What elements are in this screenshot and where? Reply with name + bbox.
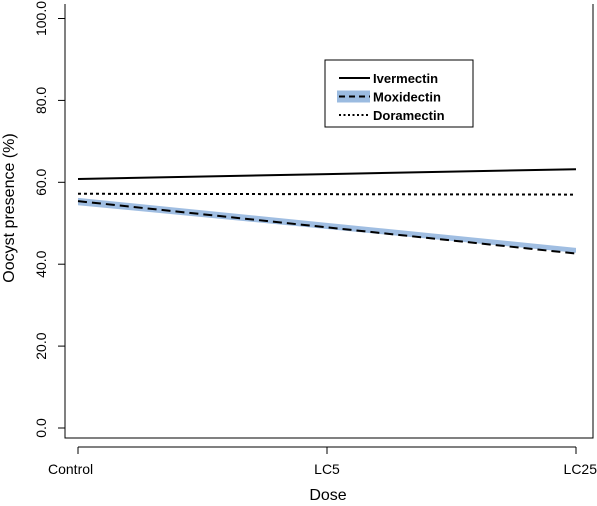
- series-line-ivermectin: [77, 168, 577, 181]
- plot-frame: [64, 4, 594, 439]
- x-axis-title: Dose: [309, 487, 346, 504]
- y-axis: 0.0 20.0 40.0 60.0 80.0 100.0: [33, 1, 65, 438]
- x-tick-label: LC5: [314, 461, 340, 477]
- y-tick-label: 20.0: [33, 332, 49, 359]
- legend-label: Doramectin: [373, 108, 445, 123]
- y-tick-label: 0.0: [33, 418, 49, 438]
- x-tick-label: Control: [48, 461, 93, 477]
- series-lines: [77, 168, 577, 255]
- legend: Ivermectin Moxidectin Doramectin: [324, 59, 474, 128]
- legend-label: Moxidectin: [373, 90, 441, 105]
- y-axis-title: Oocyst presence (%): [1, 133, 18, 282]
- x-axis: Control LC5 LC25: [48, 446, 597, 477]
- legend-label: Ivermectin: [373, 71, 438, 86]
- confidence-bands: [78, 197, 576, 253]
- band-moxidectin: [78, 197, 576, 253]
- x-tick-label: LC25: [564, 461, 597, 477]
- y-tick-label: 60.0: [33, 168, 49, 195]
- y-tick-label: 40.0: [33, 250, 49, 277]
- y-tick-label: 80.0: [33, 87, 49, 114]
- y-tick-label: 100.0: [33, 1, 49, 36]
- series-line-doramectin: [77, 192, 577, 196]
- plot-border: [64, 4, 594, 439]
